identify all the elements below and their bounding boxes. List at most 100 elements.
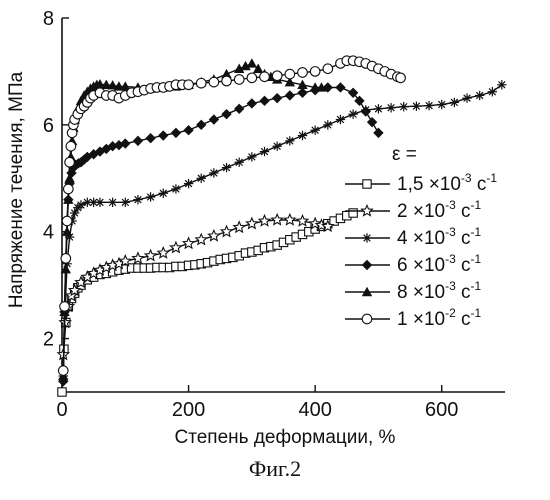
- chart: 02004006002468 Напряжение течения, МПа С…: [0, 0, 550, 456]
- figure-caption: Фиг.2: [0, 456, 550, 482]
- data-point: [386, 103, 395, 112]
- data-point: [159, 189, 168, 198]
- x-tick-label: 200: [172, 399, 205, 421]
- series-line: [63, 88, 378, 382]
- data-point: [61, 254, 71, 264]
- data-point: [247, 58, 257, 67]
- data-point: [58, 366, 68, 376]
- y-axis-label: Напряжение течения, МПа: [6, 71, 27, 308]
- x-axis-label: Степень деформации, %: [175, 427, 396, 448]
- data-point: [437, 100, 446, 109]
- y-tick-label: 2: [43, 329, 54, 351]
- legend-marker: [362, 260, 372, 270]
- data-point: [336, 115, 345, 124]
- data-point: [158, 247, 169, 257]
- series-1: [58, 209, 358, 396]
- data-point: [209, 168, 218, 177]
- data-point: [247, 152, 256, 161]
- data-point: [145, 250, 156, 260]
- legend-label: 1,5 ×10-3 с-1: [397, 171, 497, 195]
- data-point: [272, 93, 282, 103]
- data-point: [373, 128, 383, 138]
- legend-label: 4 ×10-3 с-1: [397, 225, 482, 249]
- data-point: [310, 67, 320, 77]
- y-tick-label: 4: [43, 222, 54, 244]
- data-point: [323, 120, 332, 129]
- data-point: [184, 179, 193, 188]
- data-point: [259, 96, 269, 106]
- legend-marker: [362, 314, 372, 324]
- data-point: [374, 104, 383, 113]
- data-point: [260, 72, 270, 82]
- data-point: [297, 215, 308, 225]
- data-point: [272, 214, 283, 224]
- data-point: [298, 68, 308, 78]
- data-point: [284, 214, 295, 224]
- data-point: [209, 114, 219, 124]
- legend-label: 1 ×10-2 с-1: [397, 306, 482, 330]
- data-point: [133, 136, 143, 146]
- data-point: [222, 163, 231, 172]
- data-point: [60, 302, 70, 312]
- data-point: [121, 198, 130, 207]
- data-point: [171, 184, 180, 193]
- data-point: [221, 226, 232, 236]
- data-point: [450, 98, 459, 107]
- data-point: [367, 117, 377, 127]
- data-point: [396, 73, 406, 83]
- data-point: [145, 133, 155, 143]
- data-point: [335, 82, 345, 92]
- data-point: [158, 130, 168, 140]
- legend-label: 2 ×10-3 с-1: [397, 198, 482, 222]
- data-point: [285, 136, 294, 145]
- data-point: [462, 93, 471, 102]
- data-point: [247, 98, 257, 108]
- data-point: [62, 216, 72, 226]
- series-layer: [58, 56, 507, 396]
- data-point: [133, 195, 142, 204]
- data-point: [234, 75, 244, 85]
- data-point: [66, 141, 76, 151]
- data-point: [412, 101, 421, 110]
- data-point: [196, 120, 206, 130]
- data-point: [349, 209, 357, 217]
- legend-label: 8 ×10-3 с-1: [397, 279, 482, 303]
- data-point: [146, 192, 155, 201]
- data-point: [260, 147, 269, 156]
- data-point: [310, 126, 319, 135]
- series-line: [62, 213, 353, 392]
- legend-item: 1 ×10-2 с-1: [345, 306, 482, 330]
- data-point: [399, 102, 408, 111]
- series-4: [58, 82, 384, 386]
- data-point: [184, 80, 194, 90]
- legend-item: 1,5 ×10-3 с-1: [345, 171, 497, 195]
- data-point: [234, 222, 245, 232]
- data-point: [183, 125, 193, 135]
- data-point: [272, 142, 281, 151]
- data-point: [497, 80, 506, 89]
- data-point: [298, 131, 307, 140]
- data-point: [65, 157, 75, 167]
- x-tick-label: 400: [298, 399, 331, 421]
- data-point: [246, 218, 257, 228]
- legend-marker: [362, 205, 373, 215]
- data-point: [221, 109, 231, 119]
- data-point: [108, 198, 117, 207]
- data-point: [247, 73, 257, 83]
- legend-item: 4 ×10-3 с-1: [345, 225, 482, 249]
- data-point: [285, 90, 295, 100]
- legend-marker: [362, 233, 371, 242]
- data-point: [348, 109, 357, 118]
- x-tick-label: 0: [56, 399, 67, 421]
- legend-item: 8 ×10-3 с-1: [345, 279, 482, 303]
- data-point: [196, 234, 207, 244]
- data-point: [170, 242, 181, 252]
- legend-item: 2 ×10-3 с-1: [345, 198, 482, 222]
- y-tick-label: 6: [43, 115, 54, 137]
- data-point: [209, 77, 219, 87]
- y-tick-label: 8: [43, 8, 54, 30]
- data-point: [323, 64, 333, 74]
- data-point: [196, 78, 206, 88]
- data-point: [234, 104, 244, 114]
- data-point: [235, 158, 244, 167]
